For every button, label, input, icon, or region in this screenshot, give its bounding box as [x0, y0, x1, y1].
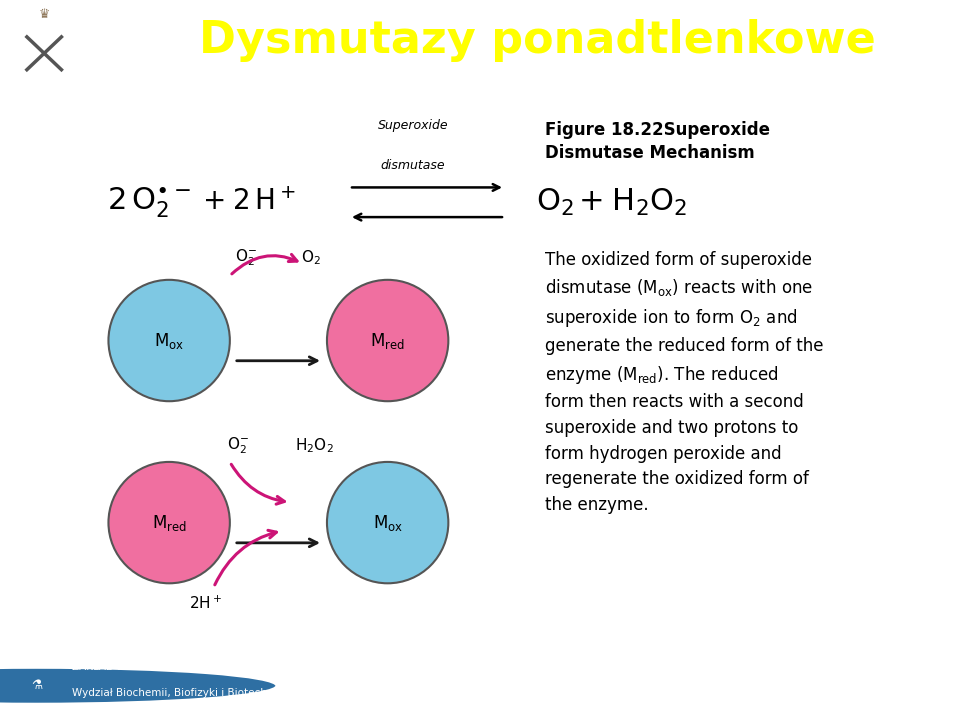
- Text: dismutase: dismutase: [381, 159, 445, 172]
- Text: Dysmutazy ponadtlenkowe: Dysmutazy ponadtlenkowe: [200, 19, 876, 62]
- Text: $2\,\mathrm{O_2^{\bullet -}}$: $2\,\mathrm{O_2^{\bullet -}}$: [107, 185, 190, 220]
- Text: ⚗: ⚗: [31, 679, 42, 692]
- FancyBboxPatch shape: [0, 5, 89, 77]
- Text: ZAKŁAD BIOTECHNOLOGII MEDYCZNEJ: ZAKŁAD BIOTECHNOLOGII MEDYCZNEJ: [72, 662, 271, 672]
- Text: O$_2^{-}$: O$_2^{-}$: [227, 435, 249, 456]
- Text: H$_2$O$_2$: H$_2$O$_2$: [296, 436, 334, 455]
- Circle shape: [327, 280, 448, 401]
- FancyArrowPatch shape: [232, 254, 297, 274]
- Text: The oxidized form of superoxide
dismutase (M$_\mathregular{ox}$) reacts with one: The oxidized form of superoxide dismutas…: [545, 251, 824, 514]
- FancyArrowPatch shape: [231, 464, 284, 504]
- Text: Wydział Biochemii, Biofizyki i Biotechnologii: Wydział Biochemii, Biofizyki i Biotechno…: [72, 688, 301, 698]
- Text: Superoxide: Superoxide: [378, 120, 448, 132]
- FancyArrowPatch shape: [215, 531, 276, 585]
- Text: M$_\mathregular{red}$: M$_\mathregular{red}$: [152, 513, 186, 533]
- Text: M$_\mathregular{ox}$: M$_\mathregular{ox}$: [154, 331, 184, 351]
- Text: $\mathrm{O_2}$: $\mathrm{O_2}$: [537, 187, 574, 218]
- Text: $+\;2\,\mathrm{H^+}$: $+\;2\,\mathrm{H^+}$: [202, 188, 296, 216]
- Circle shape: [327, 462, 448, 584]
- Text: M$_\mathregular{red}$: M$_\mathregular{red}$: [371, 331, 405, 351]
- Text: 2H$^+$: 2H$^+$: [189, 595, 222, 612]
- Text: Stryer, Biochemistry,: Stryer, Biochemistry,: [729, 672, 931, 691]
- Text: O$_2$: O$_2$: [300, 248, 321, 267]
- Text: $+\;\mathrm{H_2O_2}$: $+\;\mathrm{H_2O_2}$: [578, 187, 687, 218]
- Text: O$_2^{-}$: O$_2^{-}$: [235, 247, 257, 268]
- Text: Figure 18.22Superoxide
Dismutase Mechanism: Figure 18.22Superoxide Dismutase Mechani…: [545, 121, 770, 163]
- Circle shape: [0, 668, 276, 704]
- Circle shape: [108, 280, 229, 401]
- Text: M$_\mathregular{ox}$: M$_\mathregular{ox}$: [372, 513, 403, 533]
- Circle shape: [108, 462, 229, 584]
- Text: ♛: ♛: [38, 9, 50, 21]
